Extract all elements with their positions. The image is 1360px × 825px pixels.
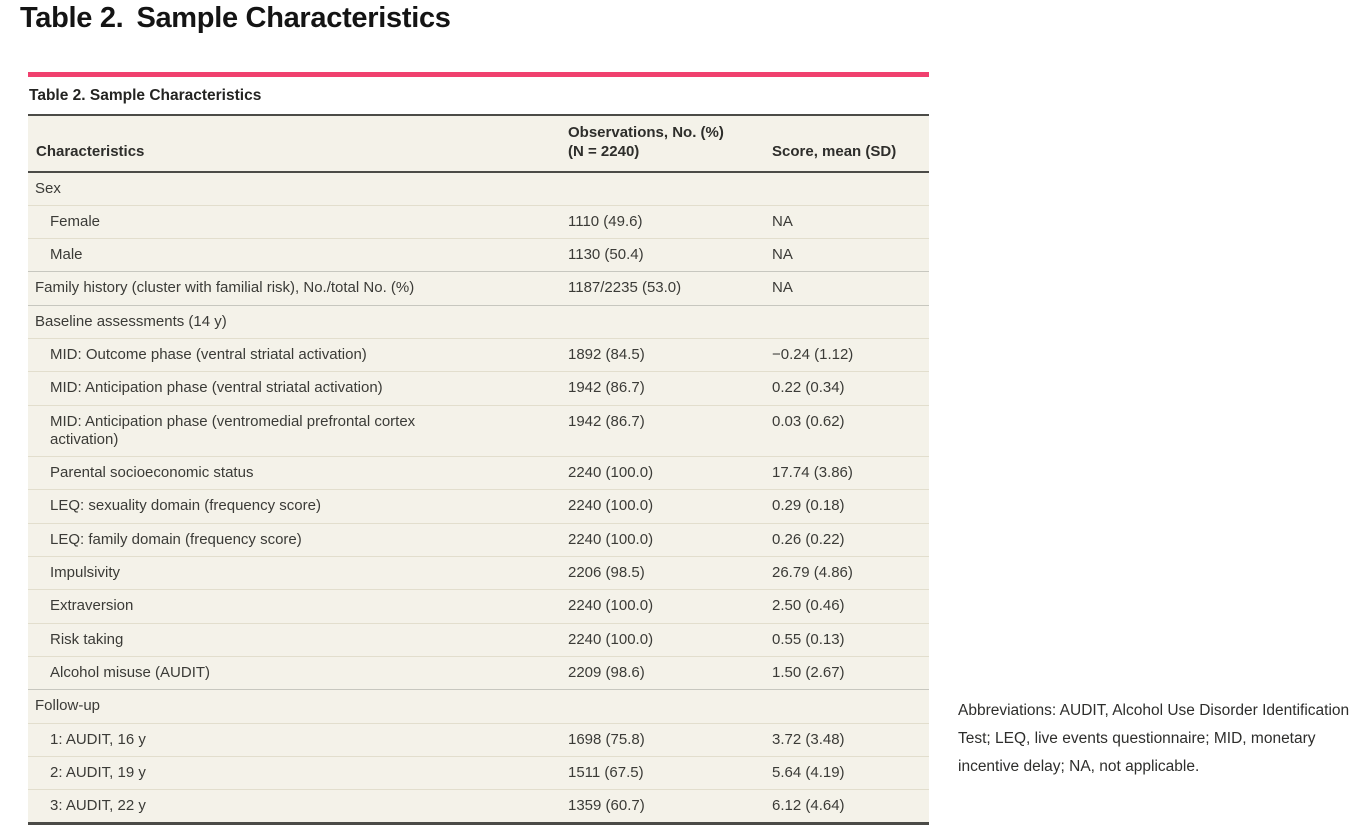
- row-label-cell: Baseline assessments (14 y): [35, 312, 227, 330]
- row-observations-cell: 2240 (100.0): [568, 630, 654, 648]
- row-score-cell: 17.74 (3.86): [772, 464, 853, 482]
- col-header-characteristics: Characteristics: [28, 114, 560, 173]
- row-score-cell: NA: [772, 212, 793, 230]
- row-score-cell: 0.03 (0.62): [772, 412, 845, 430]
- row-observations-cell: 2209 (98.6): [568, 663, 645, 681]
- row-score-cell: 26.79 (4.86): [772, 564, 853, 582]
- row-score-cell: NA: [772, 246, 793, 264]
- table-title: Table 2. Sample Characteristics: [28, 77, 929, 114]
- row-label-cell: Extraversion: [50, 597, 134, 615]
- row-label-cell: Family history (cluster with familial ri…: [35, 279, 415, 297]
- table-figure: Table 2. Sample Characteristics Characte…: [28, 72, 929, 825]
- table-section-row: Sex: [28, 172, 929, 206]
- col-header-observations: Observations, No. (%) (N = 2240): [560, 114, 764, 173]
- row-score-cell: [764, 172, 929, 206]
- row-score-cell: 5.64 (4.19): [772, 763, 845, 781]
- page-title-prefix: Table 2.: [20, 2, 124, 34]
- row-observations-cell: 2240 (100.0): [568, 497, 654, 515]
- row-label-cell: 1: AUDIT, 16 y: [50, 730, 146, 748]
- page-title: Table 2. Sample Characteristics: [20, 2, 451, 35]
- table-section-row: Baseline assessments (14 y): [28, 305, 929, 338]
- row-observations-cell: 1359 (60.7): [568, 797, 645, 815]
- row-score-cell: 3.72 (3.48): [772, 730, 845, 748]
- row-label-cell: 2: AUDIT, 19 y: [50, 763, 146, 781]
- row-observations-cell: [560, 172, 764, 206]
- row-score-cell: [764, 305, 929, 338]
- row-score-cell: 0.26 (0.22): [772, 530, 845, 548]
- row-label-cell: Female: [50, 212, 101, 230]
- col-header-score: Score, mean (SD): [764, 114, 929, 173]
- row-observations-cell: 1511 (67.5): [568, 763, 644, 781]
- row-score-cell: 2.50 (0.46): [772, 597, 845, 615]
- row-label-cell: Male: [50, 246, 83, 264]
- row-score-cell: 6.12 (4.64): [772, 797, 845, 815]
- table-section-row: Family history (cluster with familial ri…: [28, 271, 929, 305]
- table-accent-bar: [28, 72, 929, 77]
- row-observations-cell: 2240 (100.0): [568, 464, 654, 482]
- sample-characteristics-table: Characteristics Observations, No. (%) (N…: [28, 114, 929, 825]
- row-observations-cell: 1698 (75.8): [568, 730, 645, 748]
- row-label-cell: Sex: [35, 179, 61, 197]
- table-body: Sex Female 1110 (49.6) NA Male 1130 (50.4) NA F…: [28, 172, 929, 824]
- table-row: Male 1130 (50.4) NA: [28, 238, 929, 272]
- row-observations-cell: 1187/2235 (53.0): [568, 279, 682, 297]
- row-label-cell: Impulsivity: [50, 564, 121, 582]
- row-score-cell: [764, 690, 929, 723]
- row-label-cell: MID: Anticipation phase (ventromedial pr…: [50, 412, 416, 448]
- row-label-cell: LEQ: sexuality domain (frequency score): [50, 497, 321, 515]
- row-score-cell: 0.55 (0.13): [772, 630, 845, 648]
- table-row: 2: AUDIT, 19 y 1511 (67.5) 5.64 (4.19): [28, 756, 929, 789]
- table-row: 1: AUDIT, 16 y 1698 (75.8) 3.72 (3.48): [28, 723, 929, 756]
- row-observations-cell: 1130 (50.4): [568, 246, 644, 264]
- row-observations-cell: 2240 (100.0): [568, 597, 654, 615]
- row-label-cell: Follow-up: [35, 697, 101, 715]
- row-label-cell: Risk taking: [50, 630, 124, 648]
- table-row: Female 1110 (49.6) NA: [28, 205, 929, 238]
- page-title-text: Sample Characteristics: [136, 2, 451, 34]
- table-row: MID: Anticipation phase (ventral striata…: [28, 371, 929, 405]
- row-label-cell: 3: AUDIT, 22 y: [50, 797, 146, 815]
- table-row: LEQ: sexuality domain (frequency score) 2…: [28, 489, 929, 523]
- row-score-cell: 0.22 (0.34): [772, 379, 845, 397]
- abbreviations-note: Abbreviations: AUDIT, Alcohol Use Disord…: [958, 702, 1350, 775]
- row-observations-cell: [560, 690, 764, 723]
- row-score-cell: NA: [772, 279, 793, 297]
- table-row: Risk taking 2240 (100.0) 0.55 (0.13): [28, 623, 929, 656]
- row-observations-cell: 1892 (84.5): [568, 345, 645, 363]
- row-observations-cell: 1942 (86.7): [568, 379, 645, 397]
- row-score-cell: 1.50 (2.67): [772, 663, 845, 681]
- table-row: Impulsivity 2206 (98.5) 26.79 (4.86): [28, 556, 929, 590]
- table-row: MID: Outcome phase (ventral striatal act…: [28, 338, 929, 371]
- table-row: MID: Anticipation phase (ventromedial pr…: [28, 405, 929, 457]
- table-header: Characteristics Observations, No. (%) (N…: [28, 114, 929, 173]
- table-row: Parental socioeconomic status 2240 (100.0…: [28, 456, 929, 490]
- row-label-cell: MID: Outcome phase (ventral striatal act…: [50, 345, 367, 363]
- row-label-cell: LEQ: family domain (frequency score): [50, 530, 302, 548]
- row-observations-cell: 1942 (86.7): [568, 412, 645, 430]
- row-score-cell: −0.24 (1.12): [772, 345, 854, 363]
- row-score-cell: 0.29 (0.18): [772, 497, 845, 515]
- row-label-cell: MID: Anticipation phase (ventral striata…: [50, 379, 383, 397]
- table-header-row: Characteristics Observations, No. (%) (N…: [28, 114, 929, 173]
- table-row: 3: AUDIT, 22 y 1359 (60.7) 6.12 (4.64): [28, 789, 929, 824]
- row-label-cell: Alcohol misuse (AUDIT): [50, 663, 211, 681]
- row-label-cell: Parental socioeconomic status: [50, 464, 254, 482]
- table-row: Extraversion 2240 (100.0) 2.50 (0.46): [28, 589, 929, 623]
- row-observations-cell: 1110 (49.6): [568, 212, 643, 230]
- table-row: Alcohol misuse (AUDIT) 2209 (98.6) 1.50 (2…: [28, 656, 929, 689]
- row-observations-cell: [560, 305, 764, 338]
- row-observations-cell: 2206 (98.5): [568, 564, 645, 582]
- table-section-row: Follow-up: [28, 689, 929, 723]
- table-row: LEQ: family domain (frequency score) 2240…: [28, 523, 929, 556]
- row-observations-cell: 2240 (100.0): [568, 530, 654, 548]
